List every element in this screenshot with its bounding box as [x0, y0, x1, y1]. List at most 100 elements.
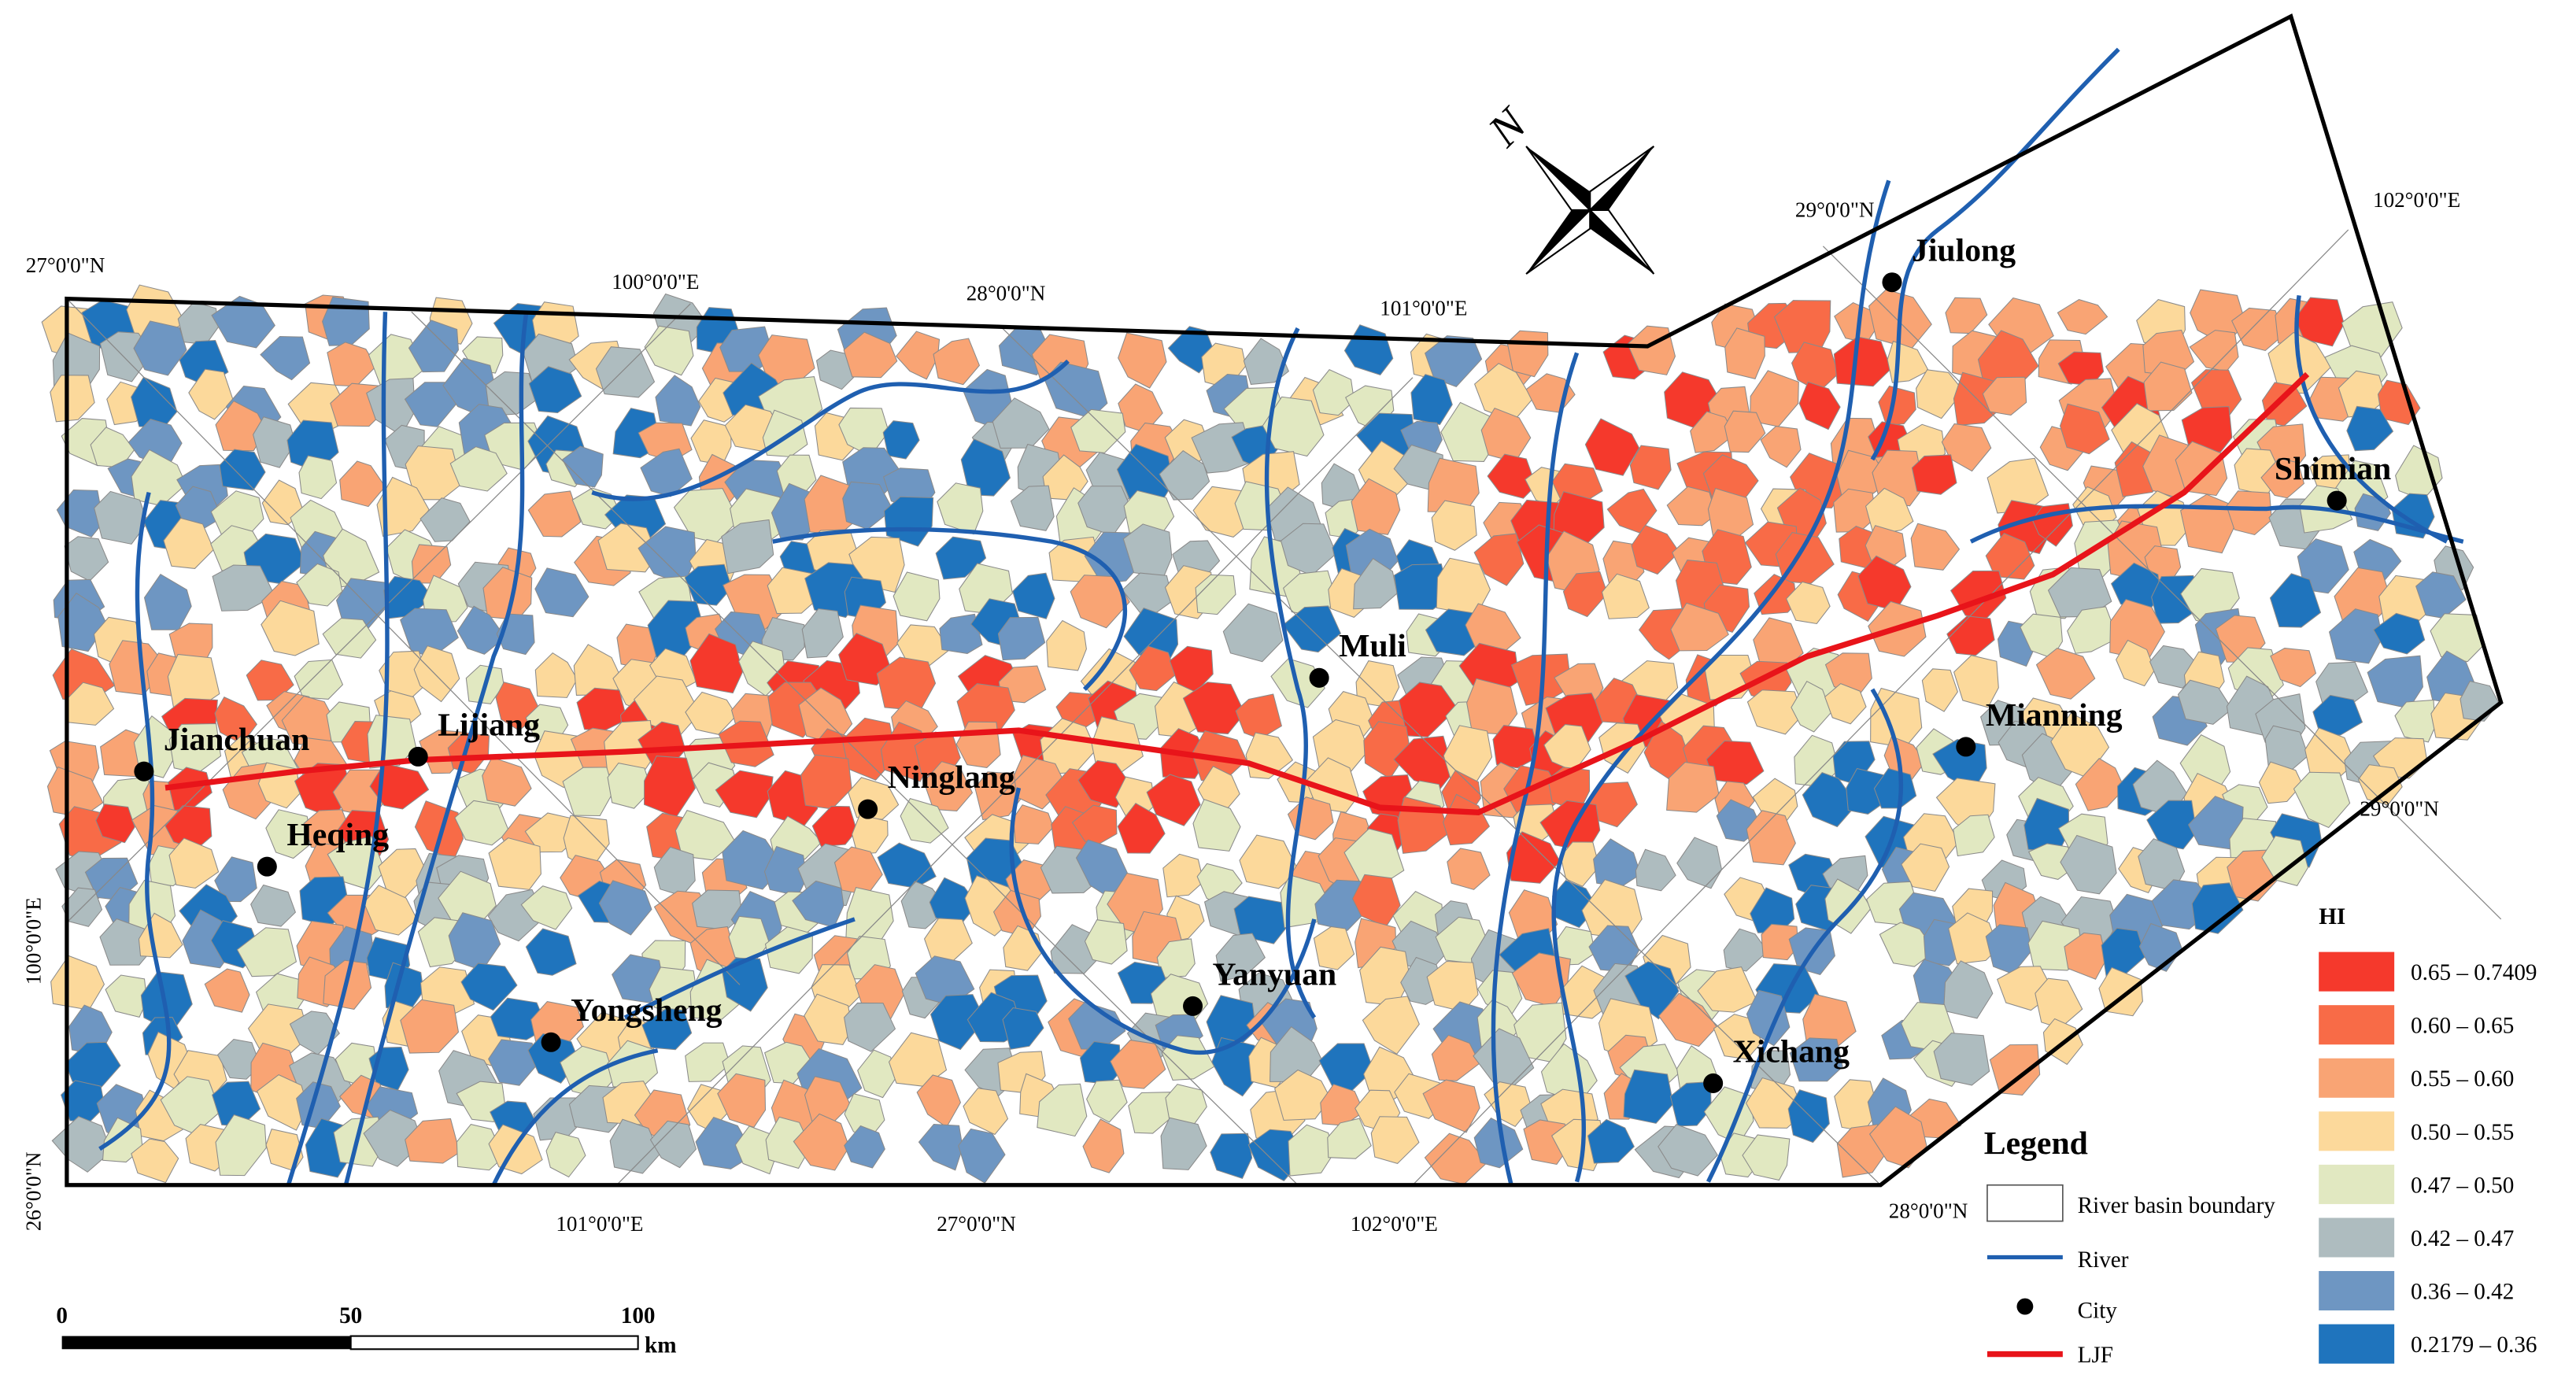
- river-basin: [655, 375, 701, 427]
- river-basin: [963, 1088, 1009, 1136]
- river-basin: [219, 449, 266, 491]
- river-basin: [1327, 1118, 1372, 1159]
- river-basin: [204, 968, 250, 1013]
- river-basin: [1431, 500, 1477, 551]
- river-basin: [367, 715, 417, 769]
- river-basin: [131, 449, 187, 507]
- river: [2294, 295, 2448, 544]
- river-basin: [265, 809, 313, 859]
- hi-label: 0.42 – 0.47: [2411, 1226, 2514, 1251]
- river-basin: [2059, 403, 2110, 455]
- legend: Legend River basin boundary River City L…: [1984, 1125, 2276, 1368]
- ljf-fault: [164, 371, 2310, 816]
- river: [772, 527, 1127, 691]
- river-basin: [2297, 538, 2349, 594]
- city-label: Jianchuan: [164, 722, 309, 758]
- graticule-label: 100°0'0"E: [22, 897, 46, 985]
- river-basin: [1282, 605, 1342, 653]
- river-basin: [1465, 603, 1521, 652]
- city-dot: [1703, 1073, 1724, 1093]
- river-basin: [923, 918, 973, 963]
- river-basin: [800, 754, 852, 810]
- river-basin: [998, 665, 1047, 704]
- river-basin: [2116, 639, 2156, 687]
- river-basin: [1086, 1079, 1128, 1123]
- river-basin: [597, 523, 658, 573]
- river-basin: [1953, 814, 1995, 857]
- river-basin: [1440, 401, 1499, 462]
- river-basin: [2098, 966, 2143, 1017]
- river-basin: [804, 993, 853, 1045]
- river-basin: [168, 837, 220, 889]
- hi-swatch: [2319, 952, 2395, 992]
- river: [1969, 504, 2464, 544]
- hi-swatch: [2319, 1324, 2395, 1364]
- river-basin: [339, 460, 386, 508]
- river-basin: [94, 490, 149, 545]
- graticule-label: 102°0'0"E: [1351, 1212, 1438, 1236]
- river-basin: [322, 296, 370, 346]
- river-basin: [2346, 405, 2394, 452]
- river-basin: [695, 1116, 755, 1170]
- river-basin: [1162, 853, 1204, 898]
- graticule-line: [616, 377, 1414, 1186]
- river-basin: [216, 1038, 261, 1080]
- river-basin: [2057, 299, 2108, 335]
- river-basin: [528, 366, 582, 414]
- river-basin: [419, 497, 471, 542]
- river-basin: [294, 659, 344, 700]
- river-basin: [1802, 772, 1857, 828]
- river-basin: [488, 837, 541, 890]
- city-label: Jiulong: [1912, 233, 2016, 269]
- river-basin: [1629, 445, 1672, 490]
- city-label: Ninglang: [888, 759, 1015, 796]
- north-arrow-part: [1525, 208, 1591, 275]
- river-basin: [1393, 564, 1451, 610]
- river-basin: [215, 1114, 267, 1177]
- hi-label: 0.65 – 0.7409: [2411, 960, 2537, 985]
- river-basin: [1724, 327, 1765, 379]
- river-basin: [1868, 1106, 1927, 1169]
- river-basin: [1010, 485, 1055, 531]
- river-basin: [857, 1049, 896, 1099]
- river-basin: [1160, 1117, 1207, 1170]
- river-basin: [2341, 301, 2403, 358]
- river-basin: [1878, 385, 1916, 427]
- river-basin: [1584, 418, 1640, 476]
- river-basin: [607, 762, 652, 809]
- river-basin: [2312, 694, 2363, 737]
- river-basin: [1933, 1033, 1990, 1086]
- graticule-label: 29°0'0"N: [2360, 796, 2439, 820]
- legend-label: River basin boundary: [2078, 1193, 2276, 1218]
- river-basin: [1879, 922, 1936, 967]
- city-label: Mianning: [1986, 697, 2123, 733]
- river-basin: [1473, 533, 1525, 586]
- city-dot: [134, 761, 154, 782]
- river-basin: [1312, 369, 1355, 416]
- river-basin: [322, 618, 377, 659]
- river-basin: [1351, 478, 1401, 535]
- river-basin: [1953, 655, 1999, 708]
- river-basin: [1362, 996, 1420, 1055]
- river-basin: [1676, 837, 1723, 889]
- north-arrow-part: [1525, 146, 1592, 211]
- river-basin: [525, 928, 577, 976]
- scale-bar-segment: [61, 1336, 351, 1350]
- legend-label: LJF: [2078, 1343, 2113, 1368]
- river-basin: [1370, 1116, 1420, 1165]
- river-basin: [143, 574, 192, 630]
- river-basin: [1910, 523, 1961, 571]
- river-basin: [1989, 1044, 2041, 1096]
- river-basin: [2067, 606, 2119, 654]
- river-basin: [562, 767, 615, 817]
- river-basin: [1431, 1034, 1480, 1081]
- graticule-label: 27°0'0"N: [937, 1212, 1016, 1236]
- river-basin: [1946, 615, 1995, 656]
- river-basin: [1943, 960, 1994, 1019]
- river-basin: [958, 1128, 1006, 1184]
- river-basin: [2035, 647, 2096, 700]
- river-basin: [684, 564, 733, 606]
- river: [98, 491, 172, 1151]
- river-basin: [2191, 882, 2244, 934]
- river-basin: [1425, 335, 1483, 387]
